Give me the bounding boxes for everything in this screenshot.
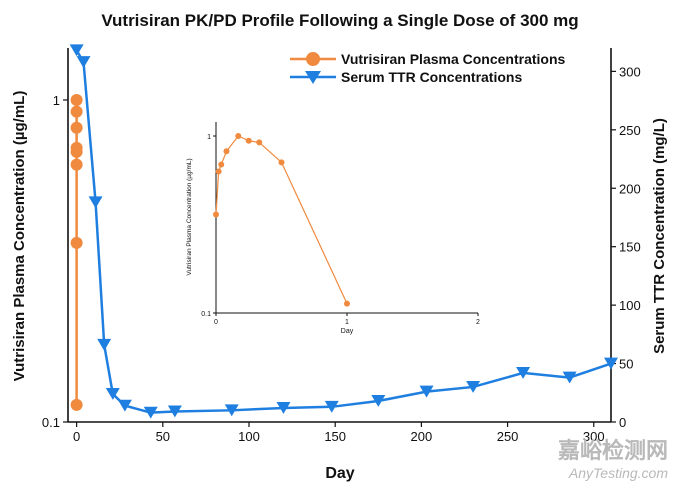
series-layer (69, 44, 618, 419)
y-right-tick-label: 200 (619, 181, 641, 196)
ttr-point (76, 56, 91, 68)
inset-series-layer (213, 133, 350, 307)
ttr-point (97, 338, 112, 351)
watermark-en: AnyTesting.com (568, 465, 668, 481)
inset-point (213, 211, 219, 218)
y-left-tick-label: 1 (53, 93, 60, 108)
y-left-ticks: 0.11 (42, 93, 68, 430)
x-tick-label: 0 (73, 429, 80, 444)
x-tick-label: 150 (324, 429, 346, 444)
x-tick-label: 100 (238, 429, 260, 444)
plasma-point (70, 158, 83, 171)
ttr-point (88, 196, 103, 209)
watermark: 嘉峪检测网 AnyTesting.com (558, 438, 668, 481)
inset-x-tick-label: 2 (476, 319, 480, 326)
ttr-point (224, 404, 239, 417)
inset-point (278, 159, 285, 166)
y-right-tick-label: 250 (619, 123, 641, 138)
y-right-tick-label: 150 (619, 240, 641, 255)
inset-point (223, 148, 230, 155)
legend-label-plasma: Vutrisiran Plasma Concentrations (341, 51, 566, 67)
inset-y-ticks: 0.11 (201, 134, 216, 318)
ttr-point (143, 406, 158, 419)
plasma-point (70, 141, 83, 154)
plasma-point (70, 236, 83, 249)
ttr-point (371, 395, 386, 407)
y-right-tick-label: 300 (619, 64, 641, 79)
chart-title: Vutrisiran PK/PD Profile Following a Sin… (101, 11, 578, 30)
inset-x-tick-label: 1 (345, 319, 349, 326)
plasma-point (70, 398, 83, 411)
watermark-cn: 嘉峪检测网 (558, 438, 668, 463)
ttr-point (276, 402, 291, 414)
inset-point (245, 137, 252, 144)
ttr-point (562, 371, 577, 384)
ttr-point (419, 385, 434, 398)
y-left-axis-label: Vutrisiran Plasma Concentration (µg/mL) (11, 91, 28, 382)
plasma-point (70, 105, 83, 118)
inset-x-axis-label: Day (341, 328, 354, 335)
x-tick-label: 200 (411, 429, 433, 444)
inset-point (235, 133, 242, 140)
ttr-point (69, 44, 84, 57)
inset-point (256, 139, 263, 146)
legend-label-ttr: Serum TTR Concentrations (341, 69, 522, 85)
ttr-point (105, 388, 120, 400)
inset-point (344, 300, 350, 307)
inset-point (215, 168, 222, 175)
y-left-tick-label: 0.1 (42, 415, 60, 430)
x-axis-label: Day (325, 465, 354, 482)
inset-y-tick-label: 0.1 (201, 311, 211, 318)
inset-y-axis-label: Vutrisiran Plasma Concentration (µg/mL) (186, 158, 193, 275)
inset-point (218, 161, 225, 168)
plasma-point (70, 93, 83, 106)
ttr-point (167, 405, 182, 418)
ttr-point (466, 380, 481, 393)
legend-marker-plasma (306, 52, 320, 66)
legend-item-plasma: Vutrisiran Plasma Concentrations (290, 51, 566, 67)
ttr-point (324, 400, 339, 413)
y-right-tick-label: 50 (619, 357, 633, 372)
x-ticks: 0 50 100 150 200 250 300 (73, 422, 605, 444)
y-right-ticks: 0 50 100 150 200 250 300 (611, 64, 641, 430)
x-tick-label: 250 (497, 429, 519, 444)
y-right-tick-label: 100 (619, 298, 641, 313)
legend-item-ttr: Serum TTR Concentrations (290, 69, 522, 85)
x-tick-label: 50 (156, 429, 170, 444)
main-plot: 0 50 100 150 200 250 300 0.11 0501001502002503… (11, 44, 668, 482)
plasma-point (70, 121, 83, 134)
y-right-axis-label: Serum TTR Concentration (mg/L) (651, 118, 668, 354)
ttr-point (117, 399, 132, 412)
ttr-point (516, 366, 531, 379)
inset-y-tick-label: 1 (207, 134, 211, 141)
legend-marker-ttr (305, 71, 321, 84)
inset-background (172, 112, 494, 338)
ttr-point (604, 357, 618, 370)
legend: Vutrisiran Plasma Concentrations Serum T… (290, 51, 566, 85)
inset-x-tick-label: 0 (214, 319, 218, 326)
y-right-tick-label: 0 (619, 415, 626, 430)
x-tick-label: 300 (583, 429, 605, 444)
